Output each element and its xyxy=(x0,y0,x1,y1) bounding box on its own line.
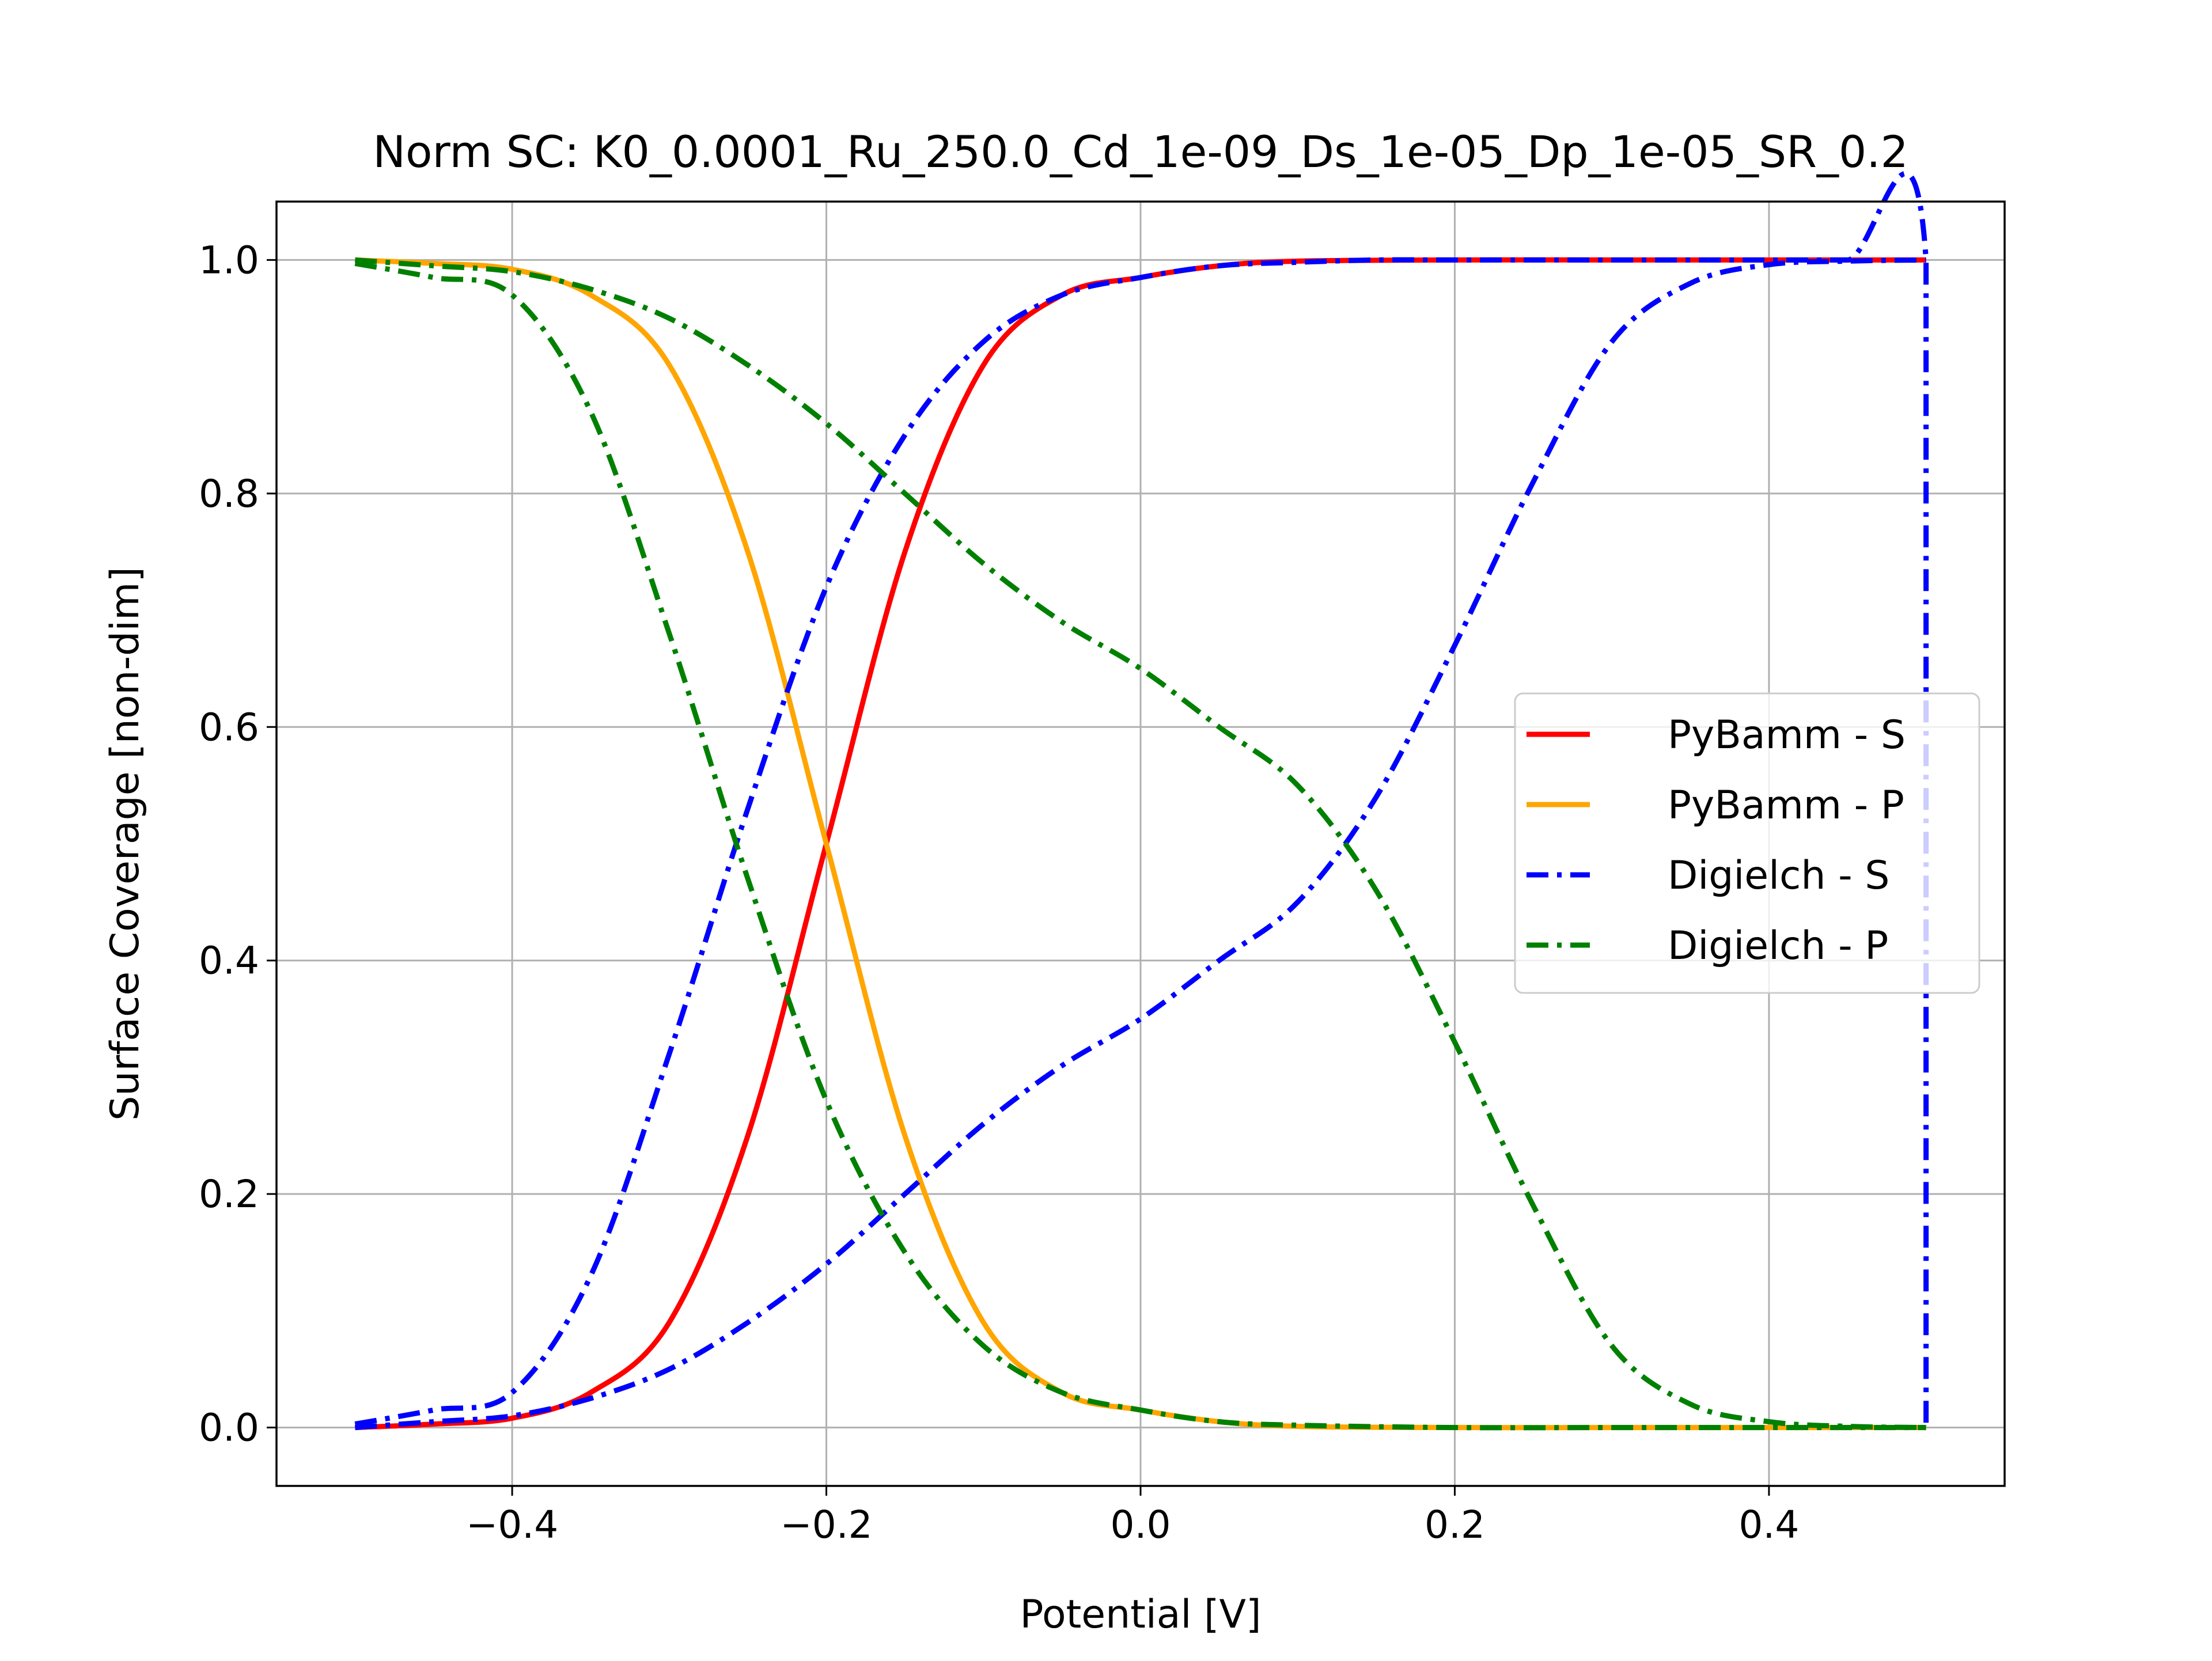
series-line-2 xyxy=(354,170,1929,1428)
y-tick-label: 1.0 xyxy=(199,238,259,282)
x-tick-label: 0.0 xyxy=(1111,1503,1171,1547)
chart-title: Norm SC: K0_0.0001_Ru_250.0_Cd_1e-09_Ds_… xyxy=(373,126,1908,177)
legend-label: PyBamm - S xyxy=(1668,712,1906,758)
x-tick-label: −0.4 xyxy=(466,1503,558,1547)
x-tick-label: −0.2 xyxy=(780,1503,872,1547)
y-tick-label: 0.2 xyxy=(199,1172,259,1216)
legend-label: PyBamm - P xyxy=(1668,783,1904,828)
legend-label: Digielch - S xyxy=(1668,853,1889,898)
legend-box xyxy=(1514,692,1980,994)
y-tick-label: 0.4 xyxy=(199,939,259,983)
series-line-5 xyxy=(355,257,1926,1431)
x-axis-label: Potential [V] xyxy=(1020,1592,1261,1637)
x-tick-label: 0.2 xyxy=(1425,1503,1485,1547)
series-line-4 xyxy=(354,260,1926,1431)
y-axis-label: Surface Coverage [non-dim] xyxy=(103,567,148,1121)
y-tick-label: 0.0 xyxy=(199,1406,259,1450)
x-tick-label: 0.4 xyxy=(1738,1503,1799,1547)
y-tick-label: 0.6 xyxy=(199,705,259,749)
y-tick-label: 0.8 xyxy=(199,472,259,516)
ticks: −0.4 −0.2 0.0 0.2 0.4 0.0 0.2 0.4 0.6 0.8 1.0 xyxy=(199,238,1799,1547)
series-line-3 xyxy=(355,257,1926,1431)
legend-label: Digielch - P xyxy=(1668,923,1888,969)
series-group xyxy=(354,170,1929,1431)
legend: PyBamm - S PyBamm - P Digielch - S Digielch… xyxy=(1514,692,1980,994)
